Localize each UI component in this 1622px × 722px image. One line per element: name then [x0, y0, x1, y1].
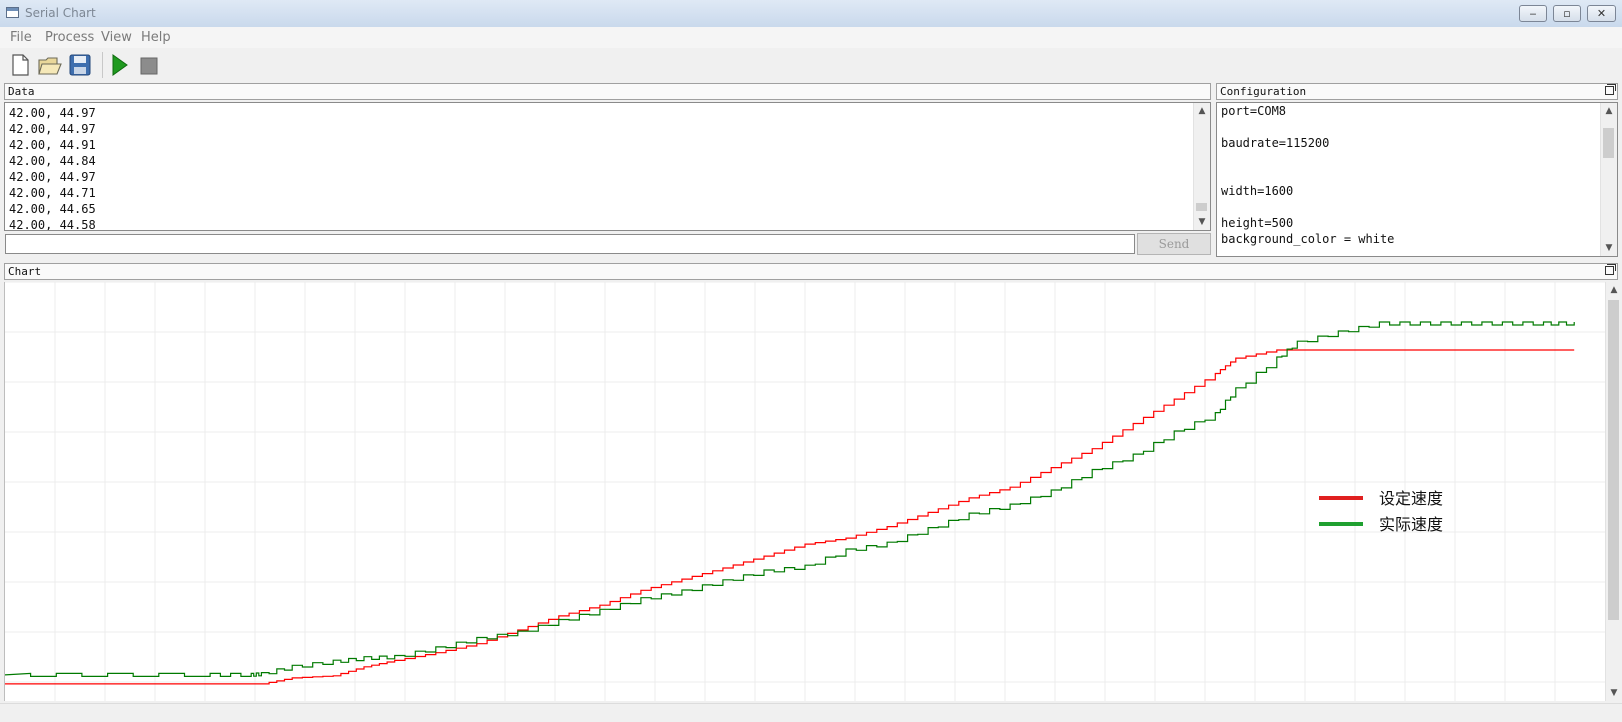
scroll-up-icon[interactable]: ▲: [1610, 285, 1618, 295]
config-line: background_color = white: [1221, 232, 1395, 246]
config-line: width=1600: [1221, 184, 1294, 198]
series-line-1: [5, 349, 1575, 685]
data-line: 42.00, 44.97: [9, 106, 96, 120]
data-line: 42.00, 44.84: [9, 154, 96, 168]
config-line: baudrate=115200: [1221, 136, 1330, 150]
toolbar: [0, 48, 1622, 82]
chart-grid: [5, 281, 1605, 701]
data-log-scrollbar[interactable]: ▲ ▼: [1193, 103, 1210, 230]
scroll-down-icon[interactable]: ▼: [1610, 688, 1618, 698]
data-line: 42.00, 44.65: [9, 202, 96, 216]
chart-panel-title: Chart: [8, 265, 42, 278]
series-line-2: [4, 321, 1575, 677]
send-input[interactable]: [5, 234, 1135, 254]
menu-file[interactable]: File: [10, 30, 32, 45]
menu-help[interactable]: Help: [141, 30, 171, 45]
config-line: port=COM8: [1221, 104, 1287, 118]
scroll-thumb[interactable]: [1608, 300, 1619, 620]
config-line: [1217, 167, 1617, 183]
send-button[interactable]: Send: [1137, 233, 1211, 255]
maximize-button[interactable]: ▫: [1553, 5, 1581, 22]
data-panel-header: Data: [4, 83, 1211, 100]
data-line: 42.00, 44.97: [9, 170, 96, 184]
legend-label-1: 设定速度: [1379, 489, 1443, 508]
scroll-thumb[interactable]: [1196, 203, 1207, 211]
minimize-button[interactable]: ‒: [1519, 5, 1547, 22]
data-line: 42.00, 44.58: [9, 218, 96, 231]
data-line: 42.00, 44.97: [9, 122, 96, 136]
data-line: 42.00, 44.91: [9, 138, 96, 152]
config-panel-title: Configuration: [1220, 85, 1307, 98]
open-folder-icon[interactable]: [37, 52, 63, 78]
toolbar-separator: [102, 52, 103, 78]
config-line: [1217, 119, 1617, 135]
status-bar: [0, 703, 1622, 722]
menu-process[interactable]: Process: [45, 30, 95, 45]
scroll-up-icon[interactable]: ▲: [1198, 106, 1206, 116]
config-line: height=500: [1221, 216, 1294, 230]
data-line: 42.00, 44.71: [9, 186, 96, 200]
menu-view[interactable]: View: [101, 30, 132, 45]
scroll-down-icon[interactable]: ▼: [1605, 243, 1613, 253]
scroll-down-icon[interactable]: ▼: [1198, 217, 1206, 227]
chart-series: [4, 321, 1575, 685]
config-panel-header: Configuration: [1216, 83, 1618, 100]
window-title: Serial Chart: [25, 6, 96, 20]
float-panel-icon[interactable]: [1605, 84, 1616, 95]
new-file-icon[interactable]: [7, 52, 33, 78]
data-panel-title: Data: [8, 85, 35, 98]
config-line: [1217, 151, 1617, 167]
float-panel-icon[interactable]: [1605, 264, 1616, 275]
data-log[interactable]: 42.00, 44.97 42.00, 44.97 42.00, 44.91 4…: [4, 102, 1211, 231]
title-bar[interactable]: Serial Chart ‒ ▫ ✕: [0, 0, 1622, 28]
stop-icon[interactable]: [136, 52, 162, 78]
save-icon[interactable]: [67, 52, 93, 78]
app-icon: [6, 7, 19, 18]
run-icon[interactable]: [106, 52, 132, 78]
chart-panel-header: Chart: [4, 263, 1618, 280]
legend-label-2: 实际速度: [1379, 515, 1443, 534]
scroll-thumb[interactable]: [1603, 128, 1614, 158]
chart-area: 设定速度 实际速度: [4, 281, 1605, 701]
chart-scrollbar[interactable]: ▲ ▼: [1605, 282, 1622, 701]
close-button[interactable]: ✕: [1587, 5, 1616, 22]
config-scrollbar[interactable]: ▲ ▼: [1600, 103, 1617, 256]
menu-bar: File Process View Help: [0, 27, 1622, 48]
config-editor[interactable]: port=COM8 baudrate=115200 width=1600 hei…: [1216, 102, 1618, 257]
scroll-up-icon[interactable]: ▲: [1605, 106, 1613, 116]
config-line: [1217, 199, 1617, 215]
